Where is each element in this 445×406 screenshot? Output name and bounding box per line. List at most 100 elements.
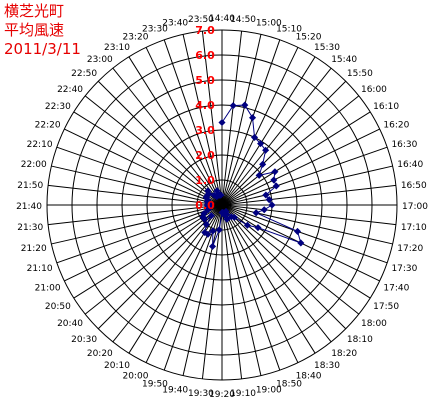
series-point: [252, 209, 260, 217]
radial-tick-label: 0.0: [195, 199, 215, 212]
series-point: [229, 102, 237, 110]
grid-spoke: [145, 47, 223, 206]
angle-label: 22:50: [71, 69, 97, 79]
series-point: [254, 224, 262, 232]
series-point: [209, 242, 217, 250]
series-point: [217, 191, 225, 199]
grid-spoke: [221, 204, 262, 376]
grid-spoke: [145, 204, 223, 363]
grid-spoke: [221, 95, 360, 206]
grid-spoke: [73, 204, 223, 299]
grid-spoke: [64, 128, 223, 206]
series-point: [262, 146, 270, 154]
grid-spoke: [221, 204, 393, 245]
series-point: [255, 171, 263, 179]
angle-label: 23:40: [162, 19, 188, 29]
angle-label: 16:30: [391, 140, 417, 150]
angle-label: 19:00: [256, 385, 282, 395]
series-point: [201, 228, 209, 237]
angle-label: 18:30: [314, 361, 340, 371]
grid-spoke: [221, 67, 332, 206]
angle-label: 15:00: [256, 19, 282, 29]
series-point: [207, 212, 215, 220]
angle-label: 18:20: [331, 349, 357, 359]
angle-label: 21:00: [35, 284, 61, 294]
angle-label: 21:20: [21, 244, 47, 254]
grid-spoke: [182, 34, 223, 206]
grid-spoke: [97, 204, 223, 330]
series-point: [243, 221, 251, 229]
angle-label: 16:00: [361, 85, 387, 95]
series-point: [271, 168, 279, 176]
grid-spoke: [84, 204, 223, 315]
grid-spoke: [112, 67, 223, 206]
grid-spoke: [163, 39, 223, 206]
grid-spoke: [221, 204, 388, 264]
angle-label: 19:10: [230, 389, 256, 399]
angle-label: 15:40: [331, 55, 357, 65]
angle-label: 22:10: [27, 140, 53, 150]
series-point: [259, 160, 267, 168]
series-point: [204, 187, 212, 195]
grid-spoke: [221, 56, 316, 206]
series-point: [241, 101, 249, 109]
series-point: [249, 114, 257, 122]
grid-spoke: [221, 204, 299, 363]
grid-spoke: [221, 146, 388, 206]
angle-label: 23:00: [87, 55, 113, 65]
series-point: [223, 215, 231, 223]
angle-label: 19:30: [188, 389, 214, 399]
angle-label: 17:30: [391, 264, 417, 274]
series-point: [268, 201, 276, 209]
series-point: [270, 176, 278, 184]
grid-spoke: [221, 31, 243, 206]
angle-label: 22:00: [21, 160, 47, 170]
grid-spoke: [221, 204, 396, 226]
series-point: [200, 210, 208, 218]
angle-label: 20:40: [57, 319, 83, 329]
grid-spoke: [64, 204, 223, 282]
angle-label: 14:50: [230, 15, 256, 25]
angle-label: 23:50: [188, 15, 214, 25]
series-point: [260, 206, 268, 214]
grid-spoke: [221, 34, 262, 206]
grid-spoke: [48, 204, 223, 226]
angle-label: 22:20: [35, 120, 61, 130]
angle-label: 17:40: [383, 284, 409, 294]
radial-tick-label: 6.0: [195, 49, 215, 62]
angle-label: 15:20: [296, 33, 322, 43]
angle-label: 23:10: [104, 43, 130, 53]
angle-label: 17:20: [397, 244, 423, 254]
angle-label: 20:30: [71, 335, 97, 345]
grid-spoke: [221, 80, 347, 206]
grid-spoke: [221, 39, 281, 206]
angle-label: 21:10: [27, 264, 53, 274]
grid-spoke: [221, 128, 380, 206]
angle-label: 20:10: [104, 361, 130, 371]
grid-spoke: [221, 111, 371, 206]
angle-label: 18:50: [276, 379, 302, 389]
grid-spoke: [97, 80, 223, 206]
grid-spoke: [73, 111, 223, 206]
grid-spoke: [221, 204, 281, 371]
grid-spoke: [221, 184, 396, 206]
grid-spoke: [221, 204, 347, 330]
radial-tick-label: 1.0: [195, 174, 215, 187]
radial-tick-label: 5.0: [195, 74, 215, 87]
grid-spoke: [221, 165, 393, 206]
angle-label: 19:50: [142, 379, 168, 389]
series-point: [265, 196, 273, 204]
angle-label: 22:40: [57, 85, 83, 95]
angle-label: 16:40: [397, 160, 423, 170]
angle-label: 21:40: [16, 202, 42, 212]
title-date: 2011/3/11: [4, 40, 81, 58]
grid-spoke: [221, 204, 243, 379]
series-point: [213, 187, 221, 195]
angle-label: 21:50: [17, 181, 43, 191]
grid-spoke: [182, 204, 223, 376]
series-point: [218, 118, 226, 127]
series-point: [297, 239, 305, 247]
grid-spoke: [51, 204, 223, 245]
series-point: [257, 140, 265, 148]
series-point: [215, 226, 223, 234]
